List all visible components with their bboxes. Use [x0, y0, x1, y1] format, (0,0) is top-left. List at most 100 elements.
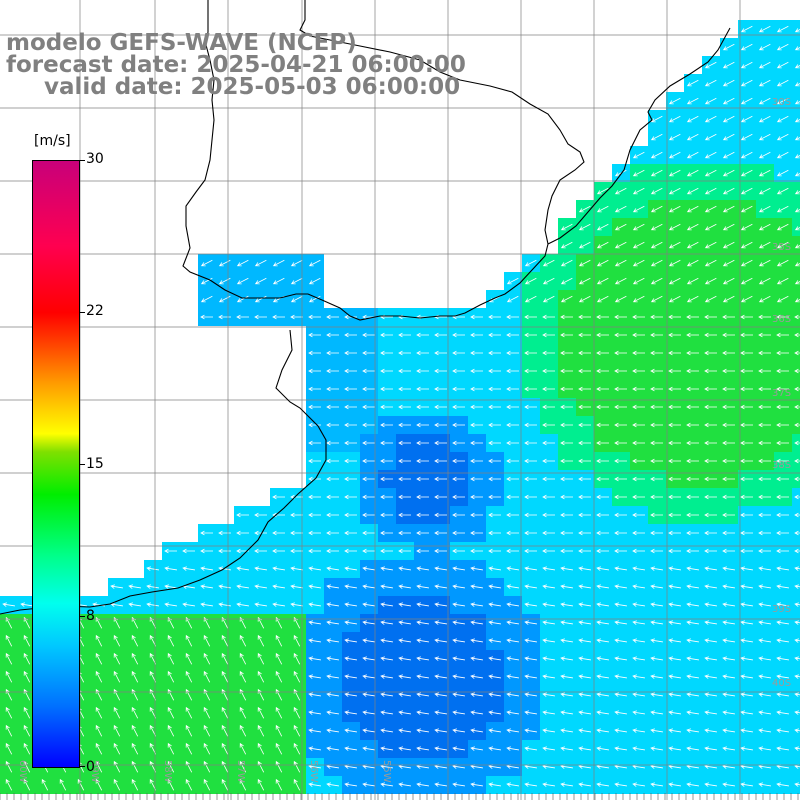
- wind-arrow: [164, 548, 177, 554]
- wind-arrow: [434, 548, 447, 554]
- wind-arrow: [254, 530, 267, 536]
- wind-arrow: [416, 422, 429, 428]
- wind-arrow: [596, 223, 609, 231]
- wind-arrow: [470, 692, 483, 697]
- wind-arrow: [524, 494, 537, 500]
- wind-arrow: [668, 133, 681, 141]
- wind-arrow: [776, 115, 789, 123]
- wind-arrow: [722, 656, 735, 661]
- wind-arrow: [488, 674, 501, 679]
- wind-arrow: [722, 205, 735, 213]
- wind-arrow: [416, 404, 429, 410]
- wind-arrow: [542, 692, 555, 697]
- wind-arrow: [686, 620, 699, 625]
- wind-arrow: [758, 386, 771, 392]
- wind-arrow: [344, 512, 357, 518]
- wind-arrow: [326, 314, 339, 320]
- wind-arrow: [326, 584, 339, 589]
- wind-arrow: [632, 602, 645, 607]
- wind-arrow: [668, 548, 681, 554]
- wind-arrow: [668, 494, 681, 500]
- wind-arrow: [146, 584, 159, 589]
- wind-arrow: [254, 602, 267, 607]
- wind-arrow: [686, 476, 699, 482]
- wind-arrow: [740, 602, 753, 607]
- wind-arrow: [416, 710, 429, 715]
- wind-arrow: [524, 512, 537, 518]
- wind-arrow: [794, 530, 800, 536]
- wind-arrow: [704, 512, 717, 518]
- wind-arrow: [416, 692, 429, 697]
- wind-arrow: [668, 115, 681, 123]
- wind-arrow: [650, 350, 663, 356]
- wind-arrow: [326, 674, 339, 679]
- wind-arrow: [5, 670, 13, 683]
- wind-arrow: [221, 742, 229, 755]
- wind-arrow: [794, 280, 800, 285]
- wind-arrow: [164, 602, 177, 607]
- wind-arrow: [524, 674, 537, 679]
- wind-arrow: [668, 638, 681, 643]
- wind-arrow: [488, 332, 501, 338]
- wind-arrow: [344, 548, 357, 554]
- wind-arrow: [758, 440, 771, 446]
- wind-arrow: [344, 350, 357, 356]
- wind-arrow: [239, 742, 247, 755]
- wind-arrow: [5, 706, 13, 719]
- wind-arrow: [542, 746, 555, 751]
- wind-arrow: [704, 277, 717, 285]
- wind-arrow: [434, 746, 447, 751]
- wind-arrow: [686, 728, 699, 733]
- wind-arrow: [758, 223, 771, 231]
- wind-arrow: [506, 638, 519, 643]
- wind-arrow: [275, 778, 283, 791]
- wind-arrow: [290, 314, 303, 320]
- wind-arrow: [686, 97, 699, 105]
- wind-arrow: [722, 548, 735, 554]
- wind-arrow: [416, 620, 429, 625]
- wind-arrow: [758, 602, 771, 607]
- wind-arrow: [380, 404, 393, 410]
- wind-arrow: [758, 97, 771, 105]
- wind-arrow: [326, 422, 339, 428]
- wind-arrow: [776, 43, 789, 51]
- wind-arrow: [614, 692, 627, 697]
- wind-arrow: [239, 724, 247, 737]
- wind-arrow: [776, 692, 789, 697]
- wind-arrow: [650, 277, 663, 285]
- wind-arrow: [113, 724, 121, 737]
- wind-arrow: [794, 422, 800, 428]
- wind-arrow: [560, 259, 573, 267]
- wind-arrow: [668, 151, 681, 159]
- wind-arrow: [131, 670, 139, 683]
- wind-arrow: [131, 760, 139, 773]
- wind-arrow: [686, 277, 699, 285]
- wind-arrow: [308, 620, 321, 625]
- wind-arrow: [380, 674, 393, 679]
- wind-arrow: [794, 620, 800, 625]
- wind-arrow: [722, 782, 735, 787]
- wind-arrow: [185, 670, 193, 683]
- wind-arrow: [95, 670, 103, 683]
- wind-arrow: [308, 638, 321, 643]
- wind-arrow: [596, 205, 609, 213]
- wind-arrow: [344, 728, 357, 733]
- wind-arrow: [398, 602, 411, 607]
- colorbar-tick: [79, 160, 85, 161]
- wind-arrow: [524, 746, 537, 751]
- wind-arrow: [221, 634, 229, 647]
- wind-arrow: [272, 494, 285, 500]
- wind-arrow: [578, 476, 591, 482]
- wind-arrow: [398, 404, 411, 410]
- wind-arrow: [596, 548, 609, 554]
- wind-arrow: [236, 530, 249, 536]
- wind-arrow: [560, 728, 573, 733]
- wind-arrow: [434, 782, 447, 787]
- wind-arrow: [470, 512, 483, 518]
- wind-arrow: [146, 566, 159, 571]
- wind-arrow: [704, 674, 717, 679]
- wind-arrow: [722, 692, 735, 697]
- wind-arrow: [722, 710, 735, 715]
- wind-arrow: [293, 652, 301, 665]
- wind-arrow: [362, 620, 375, 625]
